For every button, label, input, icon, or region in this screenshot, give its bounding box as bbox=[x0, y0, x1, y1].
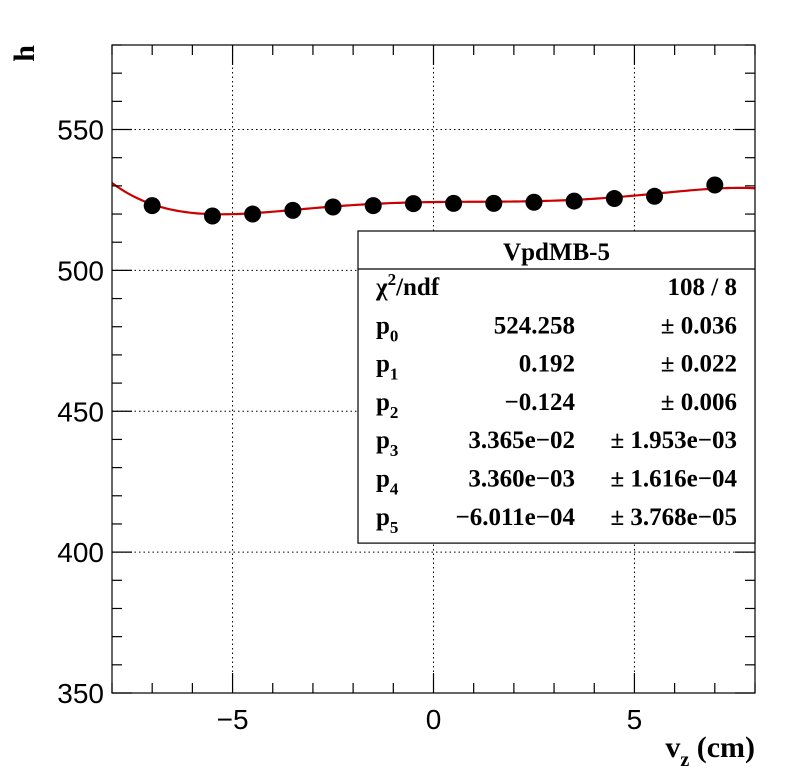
stats-param-value: 3.360e−03 bbox=[468, 466, 575, 493]
stats-param-value: 3.365e−02 bbox=[468, 427, 575, 454]
x-tick-label: 5 bbox=[627, 704, 643, 735]
data-point bbox=[404, 195, 422, 213]
data-point bbox=[244, 205, 262, 223]
x-axis-title-unit: (cm) bbox=[689, 731, 755, 764]
data-point bbox=[284, 201, 302, 219]
stats-param-error: ± 0.022 bbox=[661, 351, 737, 378]
data-point bbox=[445, 194, 463, 212]
stats-param-value: 108 / 8 bbox=[668, 274, 737, 301]
data-point bbox=[646, 187, 664, 205]
x-axis-title-main: v bbox=[665, 731, 680, 764]
stats-param-value: 524.258 bbox=[494, 312, 575, 339]
data-point bbox=[565, 192, 583, 210]
y-tick-label: 450 bbox=[57, 396, 104, 427]
stats-param-name: p3 bbox=[376, 427, 398, 460]
stats-box: VpdMB-5 χ2/ndf 108 / 8 p0 524.258 ± 0.036 p1 0… bbox=[357, 230, 756, 544]
x-tick-label: −5 bbox=[217, 704, 249, 735]
stats-box-rows: χ2/ndf 108 / 8 p0 524.258 ± 0.036 p1 0.192 ± 0.… bbox=[375, 270, 738, 537]
stats-box-frame bbox=[357, 230, 756, 544]
tick-labels: −5 0 5 350 400 450 500 550 bbox=[57, 115, 642, 735]
data-point bbox=[485, 194, 503, 212]
y-axis-title: h bbox=[8, 45, 41, 62]
stats-param-name: p1 bbox=[376, 351, 398, 384]
data-point bbox=[706, 176, 724, 194]
y-tick-label: 550 bbox=[57, 115, 104, 146]
data-point bbox=[203, 207, 221, 225]
stats-param-error: ± 1.616e−04 bbox=[610, 466, 737, 493]
stats-box-title: VpdMB-5 bbox=[503, 239, 610, 266]
stats-param-name: p4 bbox=[376, 466, 399, 499]
stats-param-value: 0.192 bbox=[519, 351, 575, 378]
x-axis-title: vz (cm) bbox=[665, 731, 755, 771]
data-point bbox=[364, 197, 382, 215]
x-axis-title-sub: z bbox=[680, 749, 689, 771]
stats-param-value: −6.011e−04 bbox=[456, 504, 576, 531]
data-point bbox=[324, 198, 342, 216]
data-point bbox=[143, 197, 161, 215]
data-points bbox=[143, 176, 724, 225]
x-tick-label: 0 bbox=[426, 704, 442, 735]
stats-param-name: p2 bbox=[376, 389, 398, 422]
stats-param-error: ± 0.006 bbox=[661, 389, 737, 416]
stats-param-error: ± 0.036 bbox=[661, 312, 737, 339]
y-tick-label: 350 bbox=[57, 678, 104, 709]
y-tick-label: 400 bbox=[57, 537, 104, 568]
stats-param-error: ± 1.953e−03 bbox=[610, 427, 737, 454]
y-tick-label: 500 bbox=[57, 255, 104, 286]
stats-param-error: ± 3.768e−05 bbox=[610, 504, 737, 531]
stats-param-value: −0.124 bbox=[505, 389, 576, 416]
data-point bbox=[605, 190, 623, 208]
stats-param-name: χ2/ndf bbox=[375, 270, 440, 301]
stats-param-name: p5 bbox=[376, 504, 398, 537]
stats-param-name: p0 bbox=[376, 312, 398, 345]
data-point bbox=[525, 193, 543, 211]
